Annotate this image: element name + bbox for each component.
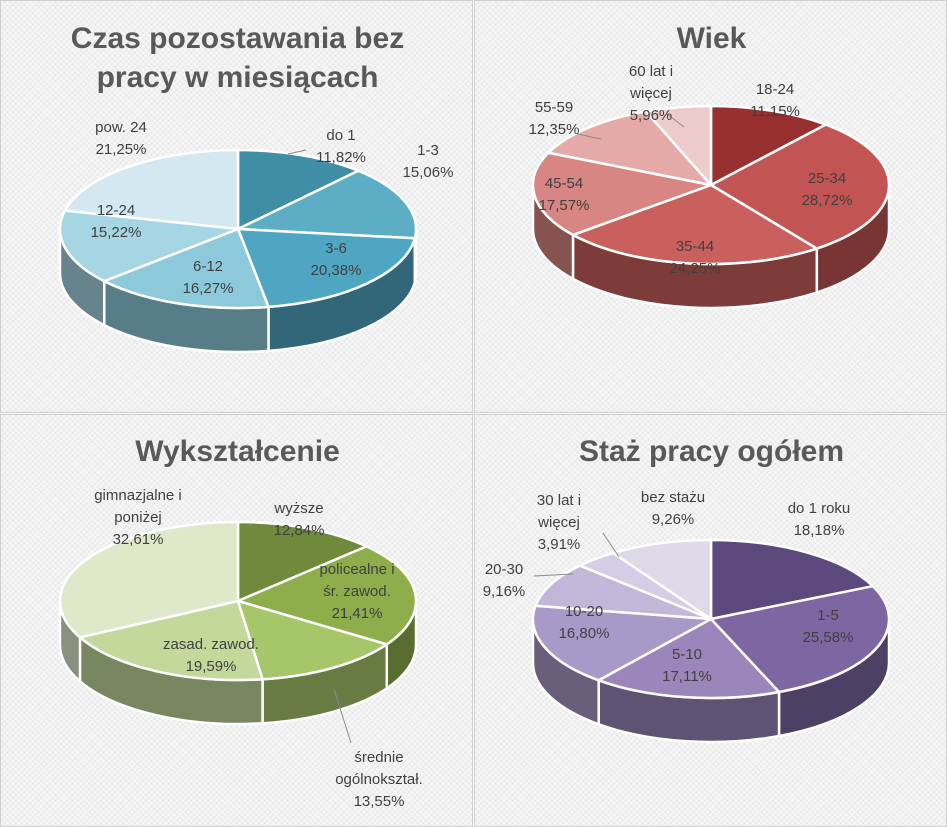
data-label-category: do 1 roku xyxy=(788,500,851,517)
pie-chart: do 1 roku 18,18% 1-5 25,58% 5-10 17,11% 10-20 1… xyxy=(483,489,891,744)
pie-slice xyxy=(236,148,360,231)
data-label-category: śr. zawod. xyxy=(323,583,391,600)
data-label-category: 1-3 xyxy=(417,142,439,159)
data-label-value: 5,96% xyxy=(630,107,673,124)
data-label-value: 13,55% xyxy=(354,793,405,810)
pie-slice xyxy=(78,599,264,682)
chart-title-line: Wykształcenie xyxy=(135,435,340,468)
data-label-value: 12,35% xyxy=(529,121,580,138)
pie-chart: do 1 11,82% 1-3 15,06% 3-6 20,38% 6-12 16,27% 12… xyxy=(58,119,454,354)
pie-slice xyxy=(644,104,713,187)
leader-line xyxy=(287,149,307,155)
data-label-category: 3-6 xyxy=(325,240,347,257)
pie-slice xyxy=(63,148,240,231)
data-label-value: 18,18% xyxy=(794,522,845,539)
data-label-category: 1-5 xyxy=(817,607,839,624)
pie-slice xyxy=(58,209,240,283)
chart-title-line: Wiek xyxy=(676,22,747,55)
data-label-value: 24,25% xyxy=(670,260,721,277)
pie-chart: wyższe 12,84% policealne i śr. zawod. 21,41%… xyxy=(58,487,423,810)
leader-line xyxy=(577,133,602,140)
data-label-category: poniżej xyxy=(114,509,162,526)
pie-slice xyxy=(236,227,417,309)
pie-slice xyxy=(236,599,389,681)
data-label-value: 3,91% xyxy=(538,536,581,553)
pie-slice xyxy=(534,564,713,621)
data-label-value: 15,22% xyxy=(91,224,142,241)
data-label-value: 25,58% xyxy=(803,629,854,646)
pie-slice xyxy=(547,110,713,187)
pie-slice xyxy=(58,520,240,639)
data-label-category: do 1 xyxy=(326,127,355,144)
data-label-category: 25-34 xyxy=(808,170,846,187)
pie-slice xyxy=(597,617,781,700)
data-label-category: 18-24 xyxy=(756,81,794,98)
data-label-category: 10-20 xyxy=(565,603,603,620)
data-label-category: średnie xyxy=(354,749,403,766)
leader-line xyxy=(602,532,620,558)
chart-panel-wyksztalcenie: Wykształcenie wyższe 12,84% policealne i śr… xyxy=(0,414,473,827)
leader-line xyxy=(533,573,574,577)
chart-title: Staż pracy ogółem xyxy=(475,432,946,471)
pie-chart: 18-24 11,15% 25-34 28,72% 35-44 24,25% 45-54 17… xyxy=(529,63,891,310)
chart-panel-staz-pracy: Staż pracy ogółem do 1 roku 18,18% 1-5 25,5… xyxy=(474,414,947,827)
data-label-category: 30 lat i xyxy=(537,492,581,509)
pie-slice xyxy=(236,520,368,603)
data-label-category: pow. 24 xyxy=(95,119,147,136)
chart-title-line: Staż pracy ogółem xyxy=(578,435,845,468)
data-label-value: 16,80% xyxy=(559,625,610,642)
data-label-value: 28,72% xyxy=(802,192,853,209)
leader-line xyxy=(333,688,352,744)
pie-slice xyxy=(709,538,875,621)
chart-title-line: pracy w miesiącach xyxy=(96,61,379,94)
pie-slice xyxy=(103,227,270,310)
data-label-value: 16,27% xyxy=(183,280,234,297)
data-label-value: 32,61% xyxy=(113,531,164,548)
data-label-value: 11,82% xyxy=(316,149,366,166)
data-label-category: ogólnokształ. xyxy=(335,771,423,788)
data-label-category: 5-10 xyxy=(672,646,702,663)
pie-slice xyxy=(571,183,819,266)
chart-title: Wiek xyxy=(475,19,946,58)
data-label-category: 55-59 xyxy=(535,99,573,116)
data-label-value: 21,41% xyxy=(332,605,383,622)
data-label-value: 21,25% xyxy=(96,141,147,158)
data-label-category: wyższe xyxy=(273,500,323,517)
pie-slice xyxy=(531,151,713,237)
data-label-value: 15,06% xyxy=(403,164,454,181)
leader-line xyxy=(666,113,685,128)
data-label-category: bez stażu xyxy=(641,489,705,506)
data-label-category: gimnazjalne i xyxy=(94,487,182,504)
data-label-category: 45-54 xyxy=(545,175,583,192)
pie-slice xyxy=(531,604,713,682)
chart-title: Wykształcenie xyxy=(1,432,472,471)
data-label-value: 20,38% xyxy=(311,262,362,279)
data-label-value: 17,57% xyxy=(539,197,590,214)
pie-slice xyxy=(709,104,827,187)
data-label-value: 17,11% xyxy=(662,668,712,685)
data-label-value: 9,16% xyxy=(483,583,526,600)
data-label-category: 6-12 xyxy=(193,258,223,275)
data-label-value: 12,84% xyxy=(274,522,325,539)
chart-title: Czas pozostawania bez pracy w miesiącach xyxy=(1,19,472,97)
chart-title-line: Czas pozostawania bez xyxy=(70,22,405,55)
data-label-category: więcej xyxy=(537,514,580,531)
data-label-category: więcej xyxy=(629,85,672,102)
chart-panel-wiek: Wiek 18-24 11,15% 25-34 28,72% 35-44 24,25% 45… xyxy=(474,0,947,413)
data-label-value: 19,59% xyxy=(186,658,237,675)
data-label-category: 12-24 xyxy=(97,202,135,219)
chart-panel-czas-bez-pracy: Czas pozostawania bez pracy w miesiącach… xyxy=(0,0,473,413)
data-label-category: policealne i xyxy=(319,561,394,578)
data-label-category: 60 lat i xyxy=(629,63,673,80)
data-label-category: 20-30 xyxy=(485,561,523,578)
data-label-value: 11,15% xyxy=(750,103,800,120)
pie-slice xyxy=(709,123,891,250)
pie-slice xyxy=(236,545,418,646)
data-label-category: zasad. zawod. xyxy=(163,636,259,653)
data-label-value: 9,26% xyxy=(652,511,695,528)
pie-slice xyxy=(236,169,418,240)
data-label-category: 35-44 xyxy=(676,238,714,255)
